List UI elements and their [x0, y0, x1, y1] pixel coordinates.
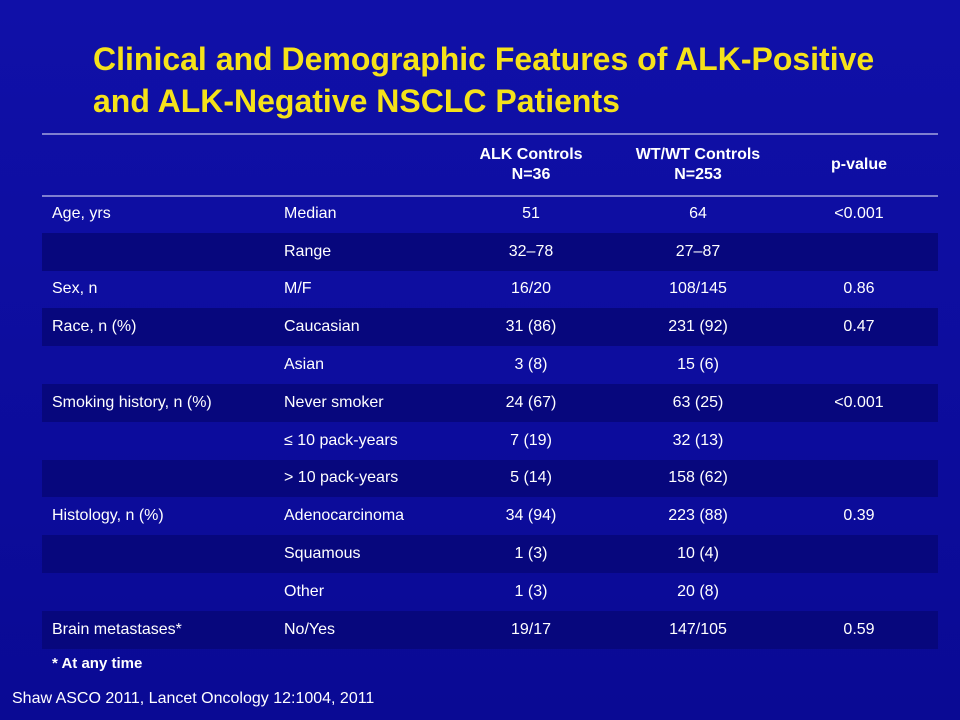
- cell-feature: [42, 346, 280, 384]
- cell-subcategory: Range: [280, 232, 446, 271]
- cell-wt-value: 108/145: [669, 280, 727, 298]
- header-wt-line1: WT/WT Controls: [635, 146, 761, 163]
- cell-wt-value: 27–87: [616, 232, 780, 271]
- table-row: ≤ 10 pack-years 7 (19) 32 (13): [42, 422, 938, 460]
- cell-wt-value: 231 (92): [616, 308, 780, 347]
- table-row: > 10 pack-years 5 (14) 158 (62): [42, 459, 938, 498]
- header-alk-line1: ALK Controls: [479, 146, 583, 163]
- table-top-rule: [42, 133, 938, 135]
- cell-pvalue: [780, 422, 938, 460]
- cell-pvalue: [780, 346, 938, 384]
- cell-subcategory: ≤ 10 pack-years: [284, 431, 398, 449]
- cell-feature: [42, 459, 280, 498]
- cell-pvalue: <0.001: [834, 204, 884, 222]
- cell-alk-value: 24 (67): [446, 383, 616, 422]
- table-header-row: ALK Controls N=36 WT/WT Controls N=253 p…: [42, 135, 938, 195]
- cell-wt-value: 158 (62): [616, 459, 780, 498]
- cell-subcategory: > 10 pack-years: [280, 459, 446, 498]
- cell-alk-value: 16/20: [510, 280, 552, 298]
- cell-alk-value: 34 (94): [505, 507, 557, 525]
- cell-feature: Age, yrs: [52, 204, 111, 222]
- cell-alk-value: 32–78: [446, 232, 616, 271]
- cell-wt-value: 147/105: [616, 610, 780, 649]
- header-wt-controls: WT/WT Controls N=253: [616, 135, 780, 195]
- cell-subcategory: Adenocarcinoma: [284, 507, 405, 525]
- footnote: * At any time: [52, 655, 143, 672]
- table-row: Brain metastases* No/Yes 19/17 147/105 0.59: [42, 610, 938, 649]
- cell-alk-value: 3 (8): [514, 356, 548, 374]
- cell-pvalue: 0.86: [843, 280, 875, 298]
- cell-alk-value: 5 (14): [446, 459, 616, 498]
- slide-title: Clinical and Demographic Features of ALK…: [93, 41, 875, 119]
- table-row: Smoking history, n (%) Never smoker 24 (67…: [42, 383, 938, 422]
- cell-pvalue: [780, 232, 938, 271]
- cell-alk-value: 1 (3): [514, 582, 548, 600]
- cell-alk-value: 7 (19): [510, 431, 552, 449]
- cell-feature: Race, n (%): [42, 308, 280, 347]
- header-wt-line2: N=253: [674, 166, 722, 183]
- cell-subcategory: M/F: [284, 280, 312, 298]
- cell-wt-value: 64: [689, 204, 707, 222]
- table-header-rule: [42, 195, 938, 197]
- cell-pvalue: 0.39: [843, 507, 875, 525]
- cell-pvalue: [780, 535, 938, 573]
- header-alk-controls: ALK Controls N=36: [446, 135, 616, 195]
- cell-subcategory: Other: [284, 582, 325, 600]
- cell-subcategory: No/Yes: [280, 610, 446, 649]
- header-subcategory: [280, 135, 446, 195]
- table-row: Race, n (%) Caucasian 31 (86) 231 (92) 0.47: [42, 308, 938, 347]
- cell-feature: Smoking history, n (%): [42, 383, 280, 422]
- cell-feature: Sex, n: [52, 280, 98, 298]
- cell-subcategory: Never smoker: [280, 383, 446, 422]
- table-row: Age, yrs Median 51 64 <0.001: [42, 195, 938, 233]
- cell-subcategory: Asian: [284, 356, 325, 374]
- cell-alk-value: 19/17: [446, 610, 616, 649]
- table-row: Range 32–78 27–87: [42, 232, 938, 271]
- cell-pvalue: [780, 573, 938, 611]
- cell-wt-value: 223 (88): [668, 507, 728, 525]
- cell-subcategory: Caucasian: [280, 308, 446, 347]
- header-alk-line2: N=36: [511, 166, 551, 183]
- table-body: Age, yrs Median 51 64 <0.001 Range 32–78 27–87 S…: [42, 195, 938, 649]
- cell-pvalue: <0.001: [780, 383, 938, 422]
- cell-alk-value: 1 (3): [446, 535, 616, 573]
- cell-feature: [42, 573, 280, 611]
- cell-feature: [42, 422, 280, 460]
- header-pvalue: p-value: [830, 156, 887, 173]
- features-table: ALK Controls N=36 WT/WT Controls N=253 p…: [42, 135, 938, 649]
- header-feature: [42, 135, 280, 195]
- table-row: Asian 3 (8) 15 (6): [42, 346, 938, 384]
- cell-alk-value: 51: [522, 204, 540, 222]
- cell-feature: Histology, n (%): [52, 507, 164, 525]
- cell-wt-value: 10 (4): [616, 535, 780, 573]
- cell-alk-value: 31 (86): [446, 308, 616, 347]
- cell-feature: [42, 232, 280, 271]
- cell-feature: Brain metastases*: [42, 610, 280, 649]
- cell-pvalue: 0.47: [780, 308, 938, 347]
- cell-feature: [42, 535, 280, 573]
- cell-pvalue: [780, 459, 938, 498]
- cell-subcategory: Squamous: [280, 535, 446, 573]
- table-row: Histology, n (%) Adenocarcinoma 34 (94) 223…: [42, 497, 938, 535]
- citation: Shaw ASCO 2011, Lancet Oncology 12:1004,…: [12, 690, 375, 707]
- cell-pvalue: 0.59: [780, 610, 938, 649]
- cell-wt-value: 15 (6): [677, 356, 719, 374]
- cell-subcategory: Median: [284, 204, 337, 222]
- cell-wt-value: 20 (8): [677, 582, 719, 600]
- table-row: Sex, n M/F 16/20 108/145 0.86: [42, 271, 938, 309]
- cell-wt-value: 32 (13): [672, 431, 724, 449]
- table-row: Other 1 (3) 20 (8): [42, 573, 938, 611]
- cell-wt-value: 63 (25): [616, 383, 780, 422]
- table-row: Squamous 1 (3) 10 (4): [42, 535, 938, 573]
